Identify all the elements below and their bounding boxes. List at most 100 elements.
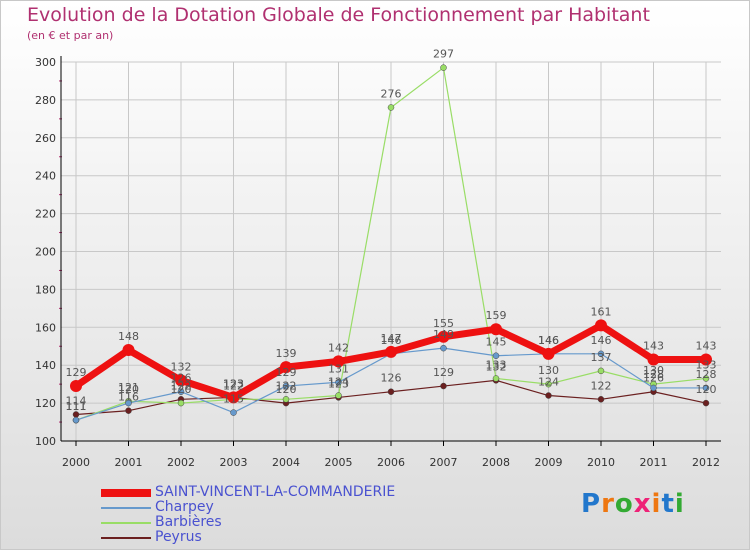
data-label: 122	[171, 379, 192, 392]
x-tick-label: 2004	[272, 456, 300, 469]
data-label: 133	[486, 358, 507, 371]
data-point	[702, 375, 710, 382]
data-label: 159	[486, 309, 507, 322]
data-label: 148	[118, 330, 139, 343]
data-point	[595, 319, 607, 332]
data-point	[280, 361, 292, 374]
data-point	[440, 344, 447, 352]
data-label: 161	[591, 305, 612, 318]
data-point	[545, 392, 552, 399]
data-point	[332, 355, 345, 368]
y-tick-label: 140	[35, 359, 56, 372]
data-label: 146	[591, 334, 612, 347]
data-point	[702, 384, 710, 392]
data-point	[282, 382, 290, 390]
legend-label: Peyrus	[155, 529, 202, 545]
logo-letter: i	[651, 489, 662, 519]
data-point	[230, 409, 237, 416]
x-tick-label: 2012	[692, 456, 720, 469]
y-tick-label: 300	[35, 56, 56, 69]
x-tick-label: 2003	[220, 456, 248, 469]
x-tick-label: 2006	[377, 456, 405, 469]
data-point	[597, 367, 605, 375]
data-label: 137	[591, 351, 612, 364]
legend-label: Charpey	[155, 499, 214, 515]
chart-title: Evolution de la Dotation Globale de Fonc…	[27, 4, 650, 26]
y-tick-label: 260	[35, 132, 56, 145]
data-point	[335, 379, 342, 386]
legend-label: Barbières	[155, 514, 222, 530]
data-point	[282, 396, 290, 403]
logo-letter: x	[633, 489, 652, 519]
data-label: 149	[433, 328, 454, 341]
x-tick-label: 2009	[535, 456, 563, 469]
y-tick-label: 280	[35, 94, 56, 107]
x-tick-label: 2000	[62, 456, 90, 469]
data-label: 143	[696, 340, 717, 353]
data-label: 130	[538, 364, 559, 377]
data-label: 120	[118, 383, 139, 396]
data-label: 126	[643, 372, 664, 385]
data-label: 122	[591, 379, 612, 392]
data-point	[387, 388, 395, 395]
data-point	[125, 399, 132, 407]
data-label: 115	[223, 393, 244, 406]
data-label: 146	[538, 334, 559, 347]
data-label: 120	[276, 383, 297, 396]
legend-swatch	[101, 536, 151, 540]
data-label: 122	[223, 379, 244, 392]
data-point	[700, 353, 712, 366]
y-tick-label: 180	[35, 283, 56, 296]
data-label: 155	[433, 317, 454, 330]
legend-swatch	[101, 489, 151, 497]
data-point	[597, 350, 605, 358]
data-label: 132	[171, 360, 192, 373]
data-point	[440, 64, 447, 71]
logo-letter: i	[674, 489, 685, 519]
x-tick-label: 2002	[167, 456, 195, 469]
data-point	[490, 323, 502, 336]
data-label: 114	[66, 394, 87, 407]
data-label: 128	[643, 368, 664, 381]
chart-subtitle: (en € et par an)	[27, 29, 114, 42]
proxiti-logo: Proxiti	[581, 489, 685, 519]
legend-swatch	[101, 506, 151, 510]
data-label: 123	[223, 377, 244, 390]
x-tick-label: 2001	[115, 456, 143, 469]
data-point	[545, 380, 552, 388]
y-tick-label: 240	[35, 170, 56, 183]
data-label: 123	[328, 377, 349, 390]
data-point	[492, 375, 500, 382]
x-tick-label: 2007	[430, 456, 458, 469]
data-point	[437, 330, 450, 343]
data-label: 122	[276, 379, 297, 392]
legend-label: SAINT-VINCENT-LA-COMMANDERIE	[155, 484, 396, 500]
data-label: 120	[171, 383, 192, 396]
data-point	[492, 352, 500, 359]
data-point	[177, 388, 185, 395]
data-point	[122, 344, 135, 357]
line-chart: 100 120 140 160 180 200 220 240 260 280 300 2000 200…	[35, 48, 721, 469]
data-label: 297	[433, 48, 454, 61]
x-tick-label: 2005	[325, 456, 353, 469]
data-label: 145	[486, 336, 507, 349]
data-label: 129	[276, 366, 297, 379]
data-label: 133	[696, 358, 717, 371]
data-point	[125, 407, 132, 414]
data-point	[385, 345, 397, 358]
data-label: 130	[643, 364, 664, 377]
data-label: 124	[538, 376, 559, 389]
data-label: 116	[118, 391, 139, 404]
data-label: 129	[433, 366, 454, 379]
data-label: 128	[696, 368, 717, 381]
data-point	[702, 399, 710, 407]
data-label: 147	[381, 332, 402, 345]
data-point	[70, 380, 82, 393]
logo-letter: r	[601, 489, 615, 519]
data-label: 126	[171, 372, 192, 385]
data-point	[597, 396, 605, 403]
y-tick-label: 100	[35, 435, 56, 448]
data-point	[335, 392, 342, 399]
data-point	[440, 382, 447, 390]
data-point	[72, 416, 80, 424]
